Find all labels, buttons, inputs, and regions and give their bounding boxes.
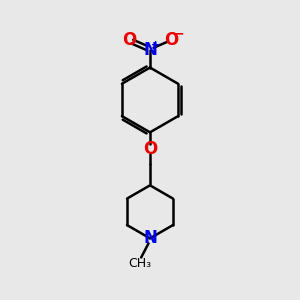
Text: O: O <box>143 140 157 158</box>
Text: N: N <box>143 41 157 59</box>
Text: CH₃: CH₃ <box>128 257 151 270</box>
Text: +: + <box>151 40 160 50</box>
Text: O: O <box>122 31 136 49</box>
Text: O: O <box>164 31 178 49</box>
Text: N: N <box>143 229 157 247</box>
Text: −: − <box>173 26 184 40</box>
